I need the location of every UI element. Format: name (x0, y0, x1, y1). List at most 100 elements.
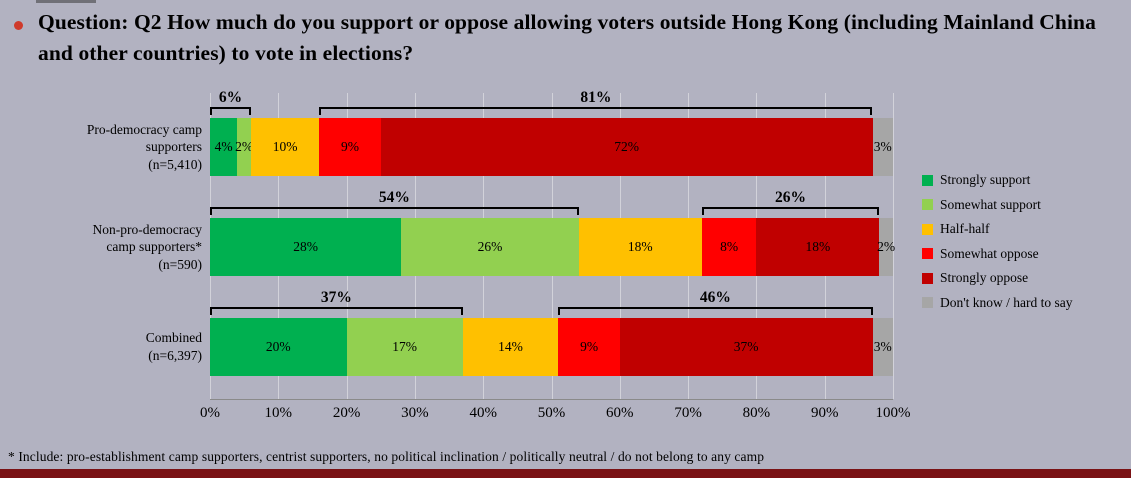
bar-segment-label: 72% (614, 139, 639, 154)
group-bracket-line (210, 107, 251, 115)
bar-segment-label: 8% (720, 239, 739, 254)
bar-segment-label: 18% (627, 239, 653, 254)
legend-label: Somewhat support (940, 196, 1041, 212)
bar-segment: 2% (877, 218, 896, 276)
bar-segment-label: 10% (272, 139, 298, 154)
bar-segment-label: 9% (341, 139, 359, 154)
bar-segment: 2% (235, 118, 254, 176)
group-bracket-label: 37% (320, 289, 352, 306)
bar-segment-label: 3% (873, 139, 892, 154)
group-bracket-line (558, 307, 873, 315)
category-label: Non-pro-democracy camp supporters* (n=59… (92, 221, 202, 272)
question-title: Question: Q2 How much do you support or … (38, 10, 1096, 66)
legend-swatch (922, 272, 933, 284)
group-bracket: 54% (210, 188, 579, 216)
footer-bar (0, 469, 1131, 478)
legend-label: Somewhat oppose (940, 245, 1039, 261)
stacked-bar: 4% 2% 10% 9% 72% 3% (210, 118, 893, 176)
group-bracket: 81% (319, 88, 873, 116)
group-bracket-label: 81% (580, 89, 612, 106)
bar-segment: 72% (380, 118, 873, 176)
bar-segment-label: 17% (392, 339, 418, 354)
legend-swatch (922, 199, 933, 210)
group-bracket: 46% (558, 288, 873, 316)
bar-segment-label: 9% (580, 339, 599, 354)
x-axis-tick-label: 0% (200, 405, 220, 421)
bar-segment-label: 37% (733, 339, 759, 354)
group-bracket-label: 6% (218, 89, 243, 106)
legend-swatch (922, 174, 933, 186)
group-bracket-line (210, 207, 579, 215)
clipped-text-artifact (36, 0, 96, 3)
bullet-icon (14, 21, 23, 30)
bar-segment-label: 3% (873, 339, 892, 354)
x-axis-tick-label: 10% (264, 405, 293, 421)
x-axis-tick-label: 40% (469, 405, 497, 421)
question-title-row: Question: Q2 How much do you support or … (14, 7, 1120, 69)
legend-swatch (922, 223, 933, 235)
bar-segment: 9% (319, 118, 381, 176)
category-label: Combined (n=6,397) (145, 330, 202, 363)
legend-item: Don't know / hard to say (922, 295, 1073, 311)
group-bracket-label: 54% (378, 189, 410, 206)
group-bracket-line (701, 207, 880, 215)
bar-segment: 4% (210, 118, 238, 176)
bar-segment-label: 2% (235, 139, 254, 154)
bar-segment-label: 14% (498, 339, 523, 354)
x-axis-tick-label: 70% (674, 405, 702, 421)
legend-label: Strongly oppose (940, 270, 1029, 285)
x-axis-tick-label: 20% (332, 405, 361, 421)
group-bracket: 6% (210, 88, 251, 116)
gridline (893, 93, 894, 399)
stacked-bar: 28% 26% 18% 8% 18% 2% (210, 218, 896, 276)
bar-segment: 20% (210, 318, 347, 376)
bar-segment: 17% (346, 318, 463, 376)
x-axis-tick-label: 50% (537, 405, 566, 421)
bar-segment: 37% (619, 318, 873, 376)
group-bracket-line (210, 307, 463, 315)
legend-swatch (922, 248, 933, 259)
bar-segment: 14% (462, 318, 559, 376)
plot-area: 0% 10% 20% 30% 40% 50% 60% 70% 80% 90% 100% Pro-dem… (87, 89, 911, 421)
x-axis-tick-label: 60% (606, 405, 634, 421)
bar-segment-label: 26% (477, 239, 503, 254)
legend-swatch (922, 297, 933, 308)
bar-segment-label: 4% (214, 139, 233, 154)
bar-segment: 28% (210, 218, 402, 276)
bar-segment: 8% (701, 218, 757, 276)
legend-item: Strongly support (922, 172, 1073, 188)
bar-segment: 3% (872, 118, 893, 176)
legend-label: Don't know / hard to say (940, 294, 1073, 310)
legend-label: Half-half (940, 221, 990, 236)
group-bracket-label: 46% (699, 289, 731, 306)
legend: Strongly support Somewhat support Half-hal… (922, 172, 1073, 319)
group-bracket-label: 26% (775, 189, 807, 206)
x-axis-tick-label: 100% (875, 405, 911, 421)
bar-segment-label: 2% (877, 239, 896, 254)
legend-label: Strongly support (940, 172, 1031, 187)
group-bracket: 26% (701, 188, 880, 216)
bar-segment: 18% (756, 218, 880, 276)
legend-item: Somewhat support (922, 197, 1073, 213)
footnote: * Include: pro-establishment camp suppor… (8, 449, 765, 464)
bar-segment: 10% (250, 118, 320, 176)
x-axis-tick-label: 30% (401, 405, 429, 421)
bar-segment-label: 18% (805, 239, 831, 254)
group-bracket: 37% (210, 288, 463, 316)
bar-segment: 3% (872, 318, 893, 376)
x-axis-tick-label: 80% (742, 405, 771, 421)
legend-item: Strongly oppose (922, 270, 1073, 286)
bar-segment-label: 28% (293, 239, 318, 254)
group-bracket-line (319, 107, 873, 115)
category-label: Pro-democracy camp supporters (n=5,410) (86, 121, 202, 172)
bar-segment: 9% (558, 318, 620, 376)
stacked-bar: 20% 17% 14% 9% 37% 3% (210, 318, 893, 376)
legend-item: Somewhat oppose (922, 246, 1073, 262)
bar-segment: 26% (401, 218, 579, 276)
bar-segment-label: 20% (265, 339, 291, 354)
legend-item: Half-half (922, 221, 1073, 237)
x-axis-tick-label: 90% (810, 405, 839, 421)
bar-segment: 18% (578, 218, 702, 276)
